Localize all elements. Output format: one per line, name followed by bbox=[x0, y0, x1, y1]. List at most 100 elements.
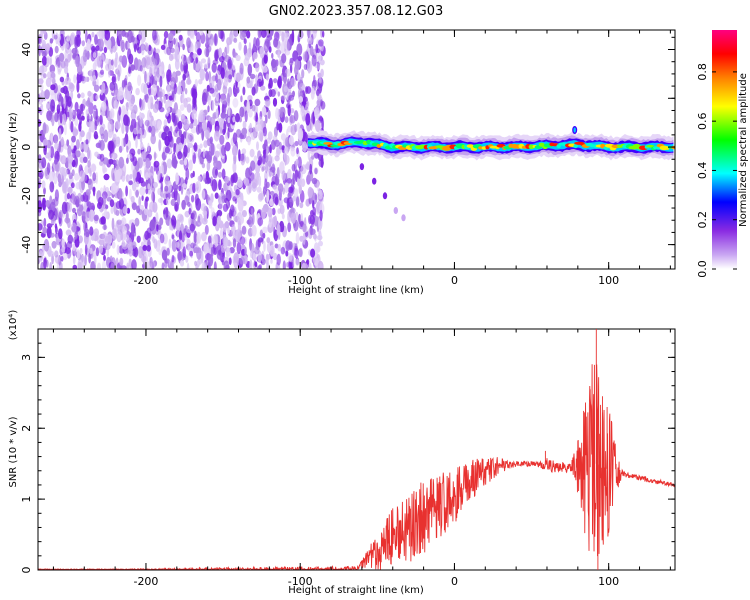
noise-speck bbox=[95, 171, 99, 185]
noise-speck bbox=[210, 207, 215, 215]
noise-speck bbox=[270, 58, 277, 69]
snr-frame bbox=[37, 328, 676, 571]
noise-speck bbox=[46, 110, 53, 121]
noise-speck bbox=[199, 153, 205, 165]
noise-speck bbox=[106, 105, 110, 117]
noise-speck bbox=[299, 76, 303, 88]
noise-speck bbox=[289, 115, 296, 124]
y-tick-label: -40 bbox=[20, 236, 33, 254]
noise-speck bbox=[249, 148, 255, 158]
noise-speck bbox=[83, 220, 87, 232]
noise-speck bbox=[306, 58, 311, 69]
noise-speck bbox=[116, 244, 120, 255]
noise-speck bbox=[110, 206, 114, 215]
noise-speck bbox=[81, 115, 85, 121]
noise-speck bbox=[179, 259, 185, 267]
noise-speck bbox=[173, 115, 177, 127]
noise-speck bbox=[248, 216, 254, 228]
noise-speck bbox=[185, 255, 189, 263]
noise-speck bbox=[152, 30, 157, 41]
noise-speck bbox=[195, 181, 202, 194]
y-tick-label: 0 bbox=[20, 567, 33, 574]
noise-speck bbox=[61, 238, 65, 248]
x-tick-label: -200 bbox=[133, 274, 158, 287]
noise-speck bbox=[174, 58, 180, 70]
noise-speck bbox=[130, 64, 136, 71]
noise-speck bbox=[48, 171, 55, 182]
noise-speck bbox=[61, 181, 67, 194]
noise-speck bbox=[300, 105, 305, 117]
noise-speck bbox=[237, 179, 243, 189]
colorbar-label: Normalized spectral amplitude bbox=[738, 73, 749, 227]
noise-speck bbox=[111, 167, 116, 181]
noise-speck bbox=[53, 34, 58, 40]
noise-speck bbox=[265, 145, 269, 157]
noise-speck bbox=[87, 160, 91, 168]
noise-speck bbox=[144, 198, 148, 210]
noise-speck bbox=[215, 108, 219, 119]
noise-speck bbox=[165, 206, 169, 218]
noise-speck bbox=[49, 181, 55, 193]
noise-speck bbox=[109, 199, 115, 208]
noise-speck bbox=[98, 38, 104, 50]
noise-speck bbox=[150, 260, 155, 269]
noise-speck bbox=[141, 57, 147, 68]
noise-speck bbox=[238, 41, 242, 51]
noise-speck bbox=[312, 200, 315, 209]
noise-speck bbox=[41, 39, 47, 52]
noise-speck bbox=[65, 42, 70, 54]
noise-speck bbox=[190, 194, 195, 203]
noise-speck bbox=[193, 142, 198, 152]
noise-speck bbox=[64, 247, 71, 255]
noise-speck bbox=[265, 73, 269, 81]
noise-speck bbox=[72, 243, 76, 252]
y-tick-label: 3 bbox=[20, 354, 33, 361]
noise-speck bbox=[118, 86, 124, 96]
noise-speck bbox=[155, 212, 159, 223]
noise-speck bbox=[111, 217, 115, 231]
x-tick-label: 100 bbox=[598, 274, 619, 287]
noise-speck bbox=[110, 262, 115, 269]
noise-speck bbox=[92, 172, 97, 182]
noise-speck bbox=[93, 104, 97, 111]
noise-speck bbox=[242, 120, 247, 130]
noise-speck bbox=[237, 220, 242, 233]
noise-speck bbox=[38, 200, 43, 213]
noise-speck bbox=[257, 123, 262, 132]
noise-speck bbox=[280, 246, 286, 255]
noise-speck bbox=[66, 111, 70, 118]
noise-speck bbox=[249, 80, 253, 89]
noise-speck bbox=[233, 30, 239, 37]
noise-speck bbox=[178, 34, 183, 41]
noise-speck bbox=[208, 200, 213, 209]
noise-speck bbox=[302, 131, 308, 145]
noise-speck bbox=[290, 147, 296, 157]
noise-speck bbox=[310, 87, 315, 100]
noise-speck bbox=[256, 78, 263, 87]
noise-speck bbox=[209, 116, 216, 126]
noise-speck bbox=[65, 76, 71, 85]
noise-speck bbox=[239, 31, 246, 41]
noise-speck bbox=[75, 150, 81, 158]
noise-speck bbox=[100, 216, 106, 225]
noise-speck bbox=[284, 146, 289, 154]
noise-speck bbox=[135, 189, 139, 198]
noise-speck bbox=[285, 250, 289, 257]
noise-speck bbox=[135, 42, 140, 51]
noise-speck bbox=[50, 132, 53, 143]
noise-speck bbox=[296, 122, 301, 133]
noise-speck bbox=[198, 79, 203, 85]
y-tick-label: 0 bbox=[20, 144, 33, 151]
noise-speck bbox=[56, 104, 60, 110]
noise-speck bbox=[79, 238, 83, 244]
noise-speck bbox=[38, 223, 43, 231]
noise-speck bbox=[177, 239, 183, 250]
noise-speck bbox=[188, 159, 193, 172]
colorbar-gradient bbox=[712, 30, 737, 269]
noise-speck bbox=[316, 235, 323, 241]
noise-speck bbox=[64, 122, 67, 136]
noise-speck bbox=[71, 159, 76, 168]
noise-speck bbox=[247, 137, 251, 146]
noise-speck bbox=[59, 110, 63, 124]
noise-speck bbox=[188, 207, 192, 215]
